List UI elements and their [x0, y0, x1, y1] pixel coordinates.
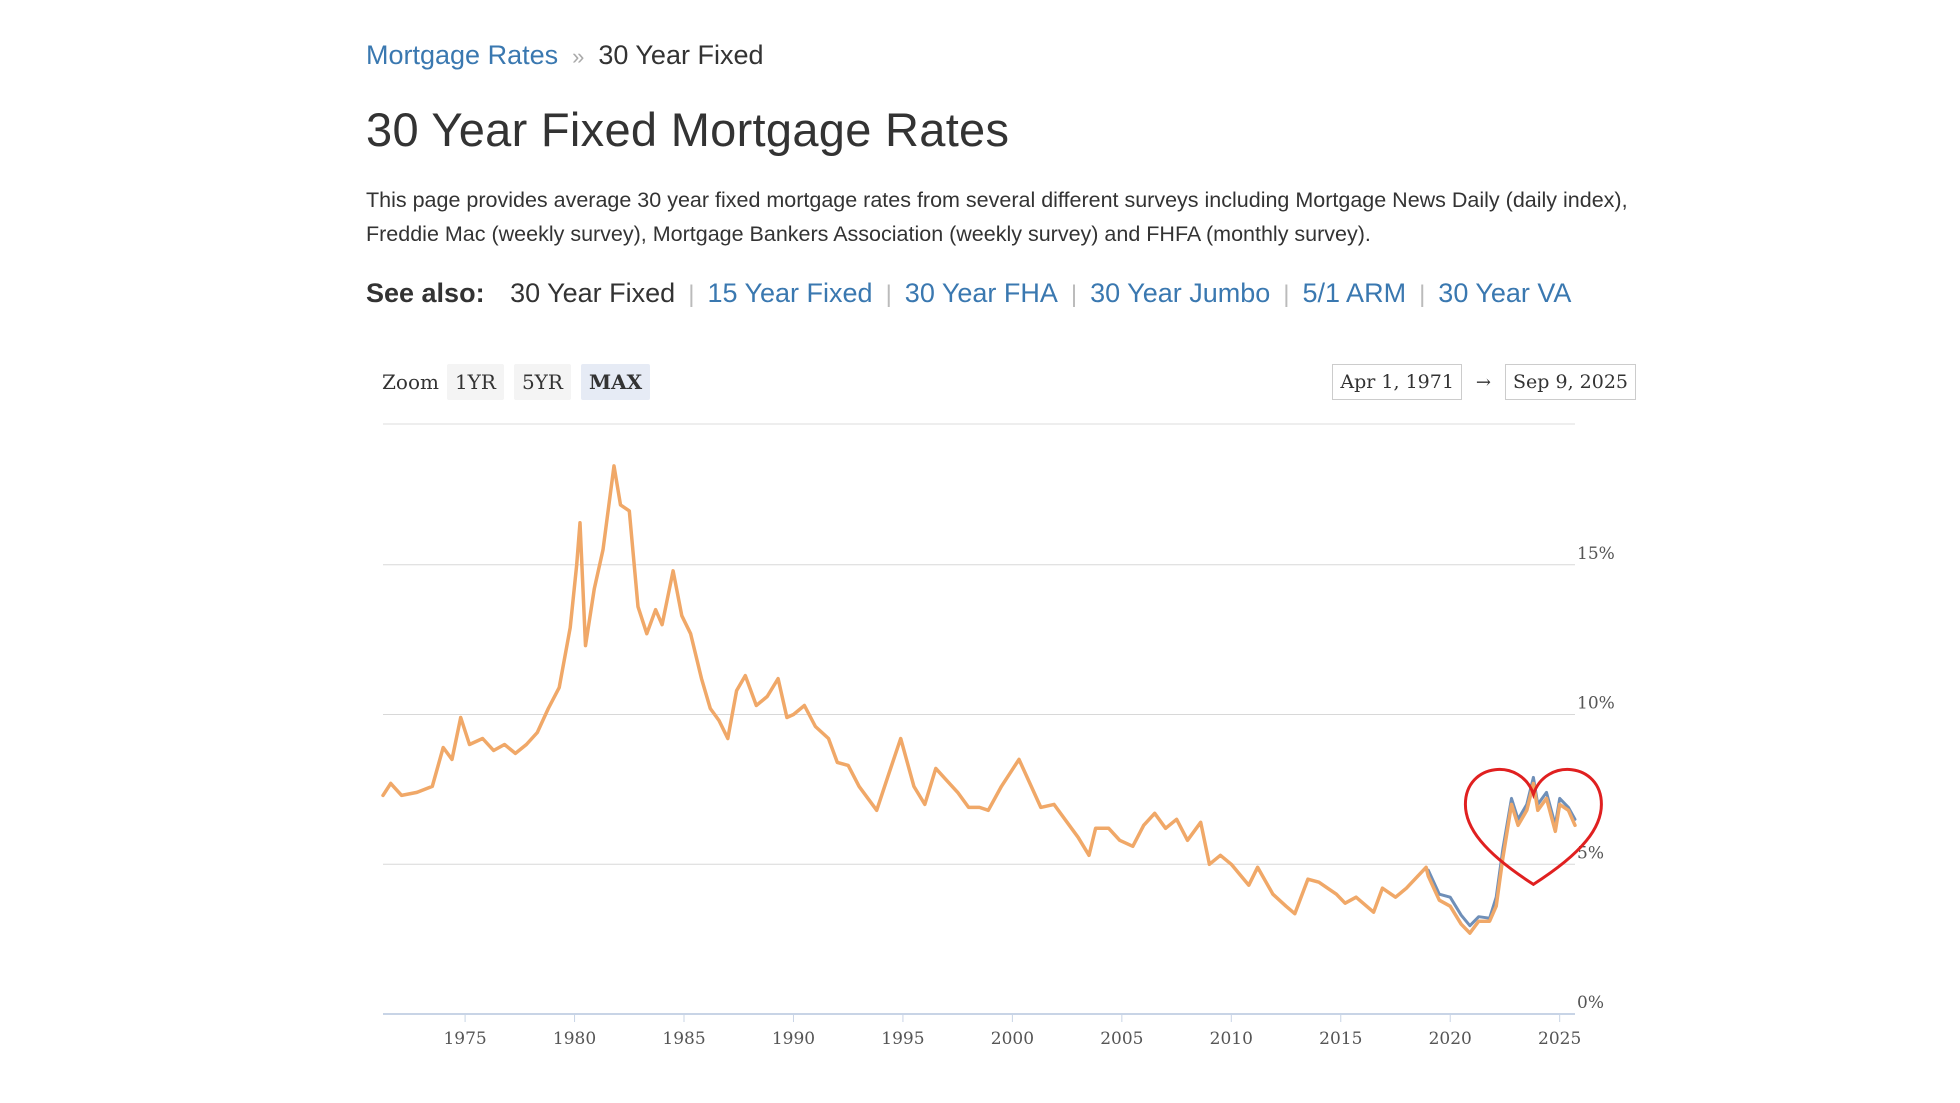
- chart-x-axis: 1975 1980 1985 1990 1995 2000 2005 2010 2015 2020…: [443, 1014, 1581, 1049]
- range-from-input[interactable]: Apr 1, 1971: [1332, 364, 1462, 400]
- see-also-30-year-fixed: 30 Year Fixed: [510, 278, 676, 308]
- range-arrow: →: [1475, 371, 1492, 393]
- x-tick-label: 2020: [1429, 1029, 1472, 1049]
- date-range: Apr 1, 1971 → Sep 9, 2025: [1332, 364, 1636, 400]
- heart-annotation: [1463, 768, 1603, 887]
- see-also-30-year-jumbo[interactable]: 30 Year Jumbo: [1090, 278, 1271, 308]
- x-tick-label: 1985: [662, 1029, 705, 1049]
- x-tick-label: 1990: [772, 1029, 815, 1049]
- series-line-freddie-mac: [381, 464, 1577, 935]
- breadcrumb: Mortgage Rates » 30 Year Fixed: [366, 40, 763, 71]
- see-also-divider: |: [1419, 281, 1426, 308]
- see-also-divider: |: [885, 281, 892, 308]
- x-tick-label: 2015: [1319, 1029, 1362, 1049]
- zoom-label: Zoom: [382, 370, 439, 394]
- see-also-30-year-va[interactable]: 30 Year VA: [1438, 278, 1572, 308]
- zoom-5yr-button[interactable]: 5YR: [513, 364, 571, 400]
- y-tick-label: 0%: [1577, 993, 1604, 1013]
- chart-series: [381, 464, 1577, 935]
- see-also-5-1-arm[interactable]: 5/1 ARM: [1302, 278, 1407, 308]
- chart-grid: [383, 564, 1575, 1015]
- zoom-1yr-button[interactable]: 1YR: [446, 364, 504, 400]
- y-tick-label: 15%: [1577, 544, 1615, 564]
- see-also-divider: |: [688, 281, 695, 308]
- chart-y-axis: 0% 5% 10% 15%: [1577, 544, 1615, 1013]
- see-also-15-year-fixed[interactable]: 15 Year Fixed: [707, 278, 873, 308]
- x-tick-label: 2010: [1210, 1029, 1253, 1049]
- breadcrumb-parent-link[interactable]: Mortgage Rates: [366, 40, 559, 70]
- x-tick-label: 2025: [1538, 1029, 1581, 1049]
- x-tick-label: 1995: [881, 1029, 924, 1049]
- x-tick-label: 2000: [991, 1029, 1034, 1049]
- zoom-max-button[interactable]: MAX: [580, 364, 651, 400]
- breadcrumb-current: 30 Year Fixed: [598, 40, 764, 70]
- page-intro: This page provides average 30 year fixed…: [366, 188, 1628, 246]
- page-title: 30 Year Fixed Mortgage Rates: [366, 103, 1010, 156]
- zoom-controls: Zoom 1YR 5YR MAX: [382, 364, 660, 400]
- see-also-divider: |: [1070, 281, 1078, 308]
- breadcrumb-separator: »: [572, 44, 585, 69]
- series-line-mortgage-news-daily: [1426, 775, 1577, 928]
- y-tick-label: 5%: [1577, 843, 1604, 863]
- x-tick-label: 1980: [553, 1029, 596, 1049]
- see-also-nav: See also: 30 Year Fixed | 15 Year Fixed | 30…: [366, 278, 1571, 309]
- range-to-input[interactable]: Sep 9, 2025: [1505, 364, 1636, 400]
- x-tick-label: 2005: [1100, 1029, 1143, 1049]
- see-also-30-year-fha[interactable]: 30 Year FHA: [904, 278, 1058, 308]
- see-also-divider: |: [1283, 281, 1290, 308]
- see-also-label: See also:: [366, 278, 485, 308]
- x-tick-label: 1975: [443, 1029, 486, 1049]
- y-tick-label: 10%: [1577, 694, 1615, 714]
